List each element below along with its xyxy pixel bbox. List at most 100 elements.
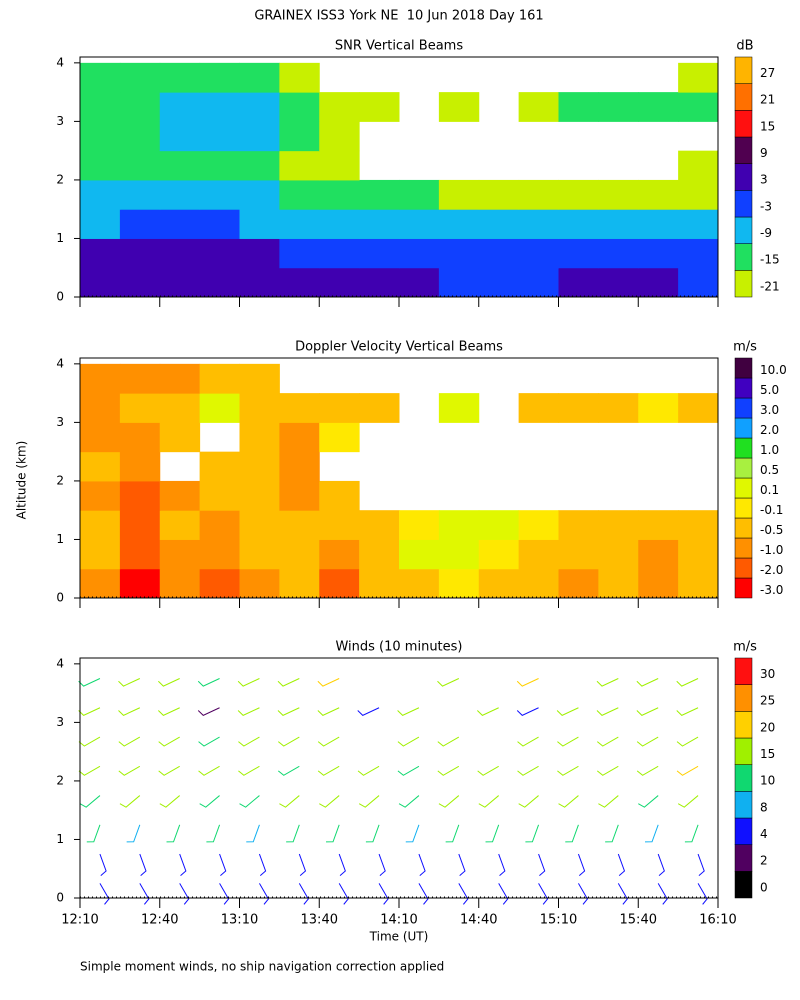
wind-barb <box>198 765 220 776</box>
barb-shape <box>636 736 659 747</box>
wind-barb <box>78 707 101 716</box>
field-cell <box>399 539 440 570</box>
colorbar-label: 0 <box>760 880 768 894</box>
y-tick-label: 2 <box>56 172 64 186</box>
wind-barb <box>645 824 659 843</box>
x-tick-label: 13:40 <box>301 913 338 928</box>
field-cell <box>319 179 360 210</box>
field-cell <box>119 238 161 269</box>
barb-shape <box>617 853 626 876</box>
x-tick-label: 14:40 <box>460 913 497 928</box>
barb-shape <box>158 765 180 776</box>
colorbar-swatch <box>734 577 753 599</box>
barb-shape <box>525 824 540 843</box>
colorbar-swatch <box>734 136 753 164</box>
field-cell <box>279 238 320 269</box>
panel-title: SNR Vertical Beams <box>335 39 463 54</box>
field-cell <box>199 480 240 511</box>
wind-barb <box>277 707 300 716</box>
field-cell <box>119 62 161 93</box>
field-cell <box>119 267 161 298</box>
colorbar-swatch <box>734 844 753 872</box>
barb-shape <box>458 853 466 876</box>
colorbar-swatch <box>734 477 753 499</box>
wind-barb <box>118 678 141 687</box>
colorbar-label: 3.0 <box>760 403 779 417</box>
wind-barb <box>636 707 659 716</box>
field-cell <box>638 92 679 122</box>
field-cell <box>438 238 480 269</box>
field-cell <box>678 179 719 210</box>
wind-barb <box>219 883 230 905</box>
field-cell <box>199 568 240 599</box>
field-cell <box>438 393 480 423</box>
colorbar-swatch <box>734 817 753 845</box>
wind-barb <box>358 795 380 808</box>
field-cell <box>80 62 121 93</box>
field-cell <box>638 568 679 599</box>
field-cell <box>239 510 280 540</box>
field-cell <box>80 539 121 570</box>
field-cell <box>399 510 440 540</box>
wind-barb <box>99 853 107 876</box>
field-cell <box>399 267 440 298</box>
field-cell <box>359 510 400 540</box>
field-cell <box>239 92 280 122</box>
colorbar-swatch <box>734 557 753 579</box>
field-cell <box>279 422 320 453</box>
wind-barb <box>237 678 260 687</box>
y-tick-label: 3 <box>56 415 64 429</box>
barb-shape <box>378 883 389 905</box>
colorbar-label: 21 <box>760 93 775 107</box>
field-cell <box>678 393 719 423</box>
field-cell <box>279 267 320 298</box>
colorbar-swatch <box>734 711 753 739</box>
wind-barb <box>596 707 619 716</box>
wind-barb <box>179 883 190 905</box>
colorbar-swatch <box>734 517 753 539</box>
barb-shape <box>596 678 619 687</box>
barb-shape <box>158 736 180 747</box>
field-cell <box>558 510 599 540</box>
wind-barb <box>538 883 549 905</box>
field-cell <box>558 267 599 298</box>
colorbar-swatch <box>734 83 753 111</box>
colorbar-label: -3 <box>760 199 772 213</box>
wind-barb <box>556 707 579 716</box>
barb-shape <box>238 736 260 747</box>
field-cell <box>199 451 240 482</box>
field-cell <box>239 539 280 570</box>
wind-barb <box>378 853 386 876</box>
wind-barb <box>596 736 619 747</box>
barb-shape <box>478 795 500 808</box>
wind-barb <box>326 824 340 843</box>
field-cell <box>159 92 201 122</box>
barb-shape <box>397 707 420 716</box>
field-cell <box>80 121 121 152</box>
barb-shape <box>197 707 220 716</box>
field-cell <box>638 539 679 570</box>
wind-barb <box>525 824 540 843</box>
field-cell <box>119 451 161 482</box>
wind-barb <box>617 883 628 905</box>
barb-shape <box>676 736 699 747</box>
wind-barb <box>118 765 141 776</box>
field-cell <box>478 179 520 210</box>
wind-barb <box>166 824 181 843</box>
wind-barb <box>697 853 705 876</box>
field-cell <box>518 179 559 210</box>
barb-shape <box>118 678 141 687</box>
field-cell <box>438 510 480 540</box>
wind-barb <box>158 678 180 687</box>
field-cell <box>239 238 280 269</box>
field-cell <box>438 539 480 570</box>
x-tick-label: 14:10 <box>380 913 417 928</box>
barb-shape <box>596 765 619 776</box>
barb-shape <box>99 883 110 905</box>
field-cell <box>638 510 679 540</box>
field-cell <box>80 150 121 181</box>
field-cell <box>239 393 280 423</box>
barb-shape <box>286 824 300 843</box>
wind-barb <box>605 824 619 843</box>
y-tick-label: 3 <box>56 715 64 729</box>
